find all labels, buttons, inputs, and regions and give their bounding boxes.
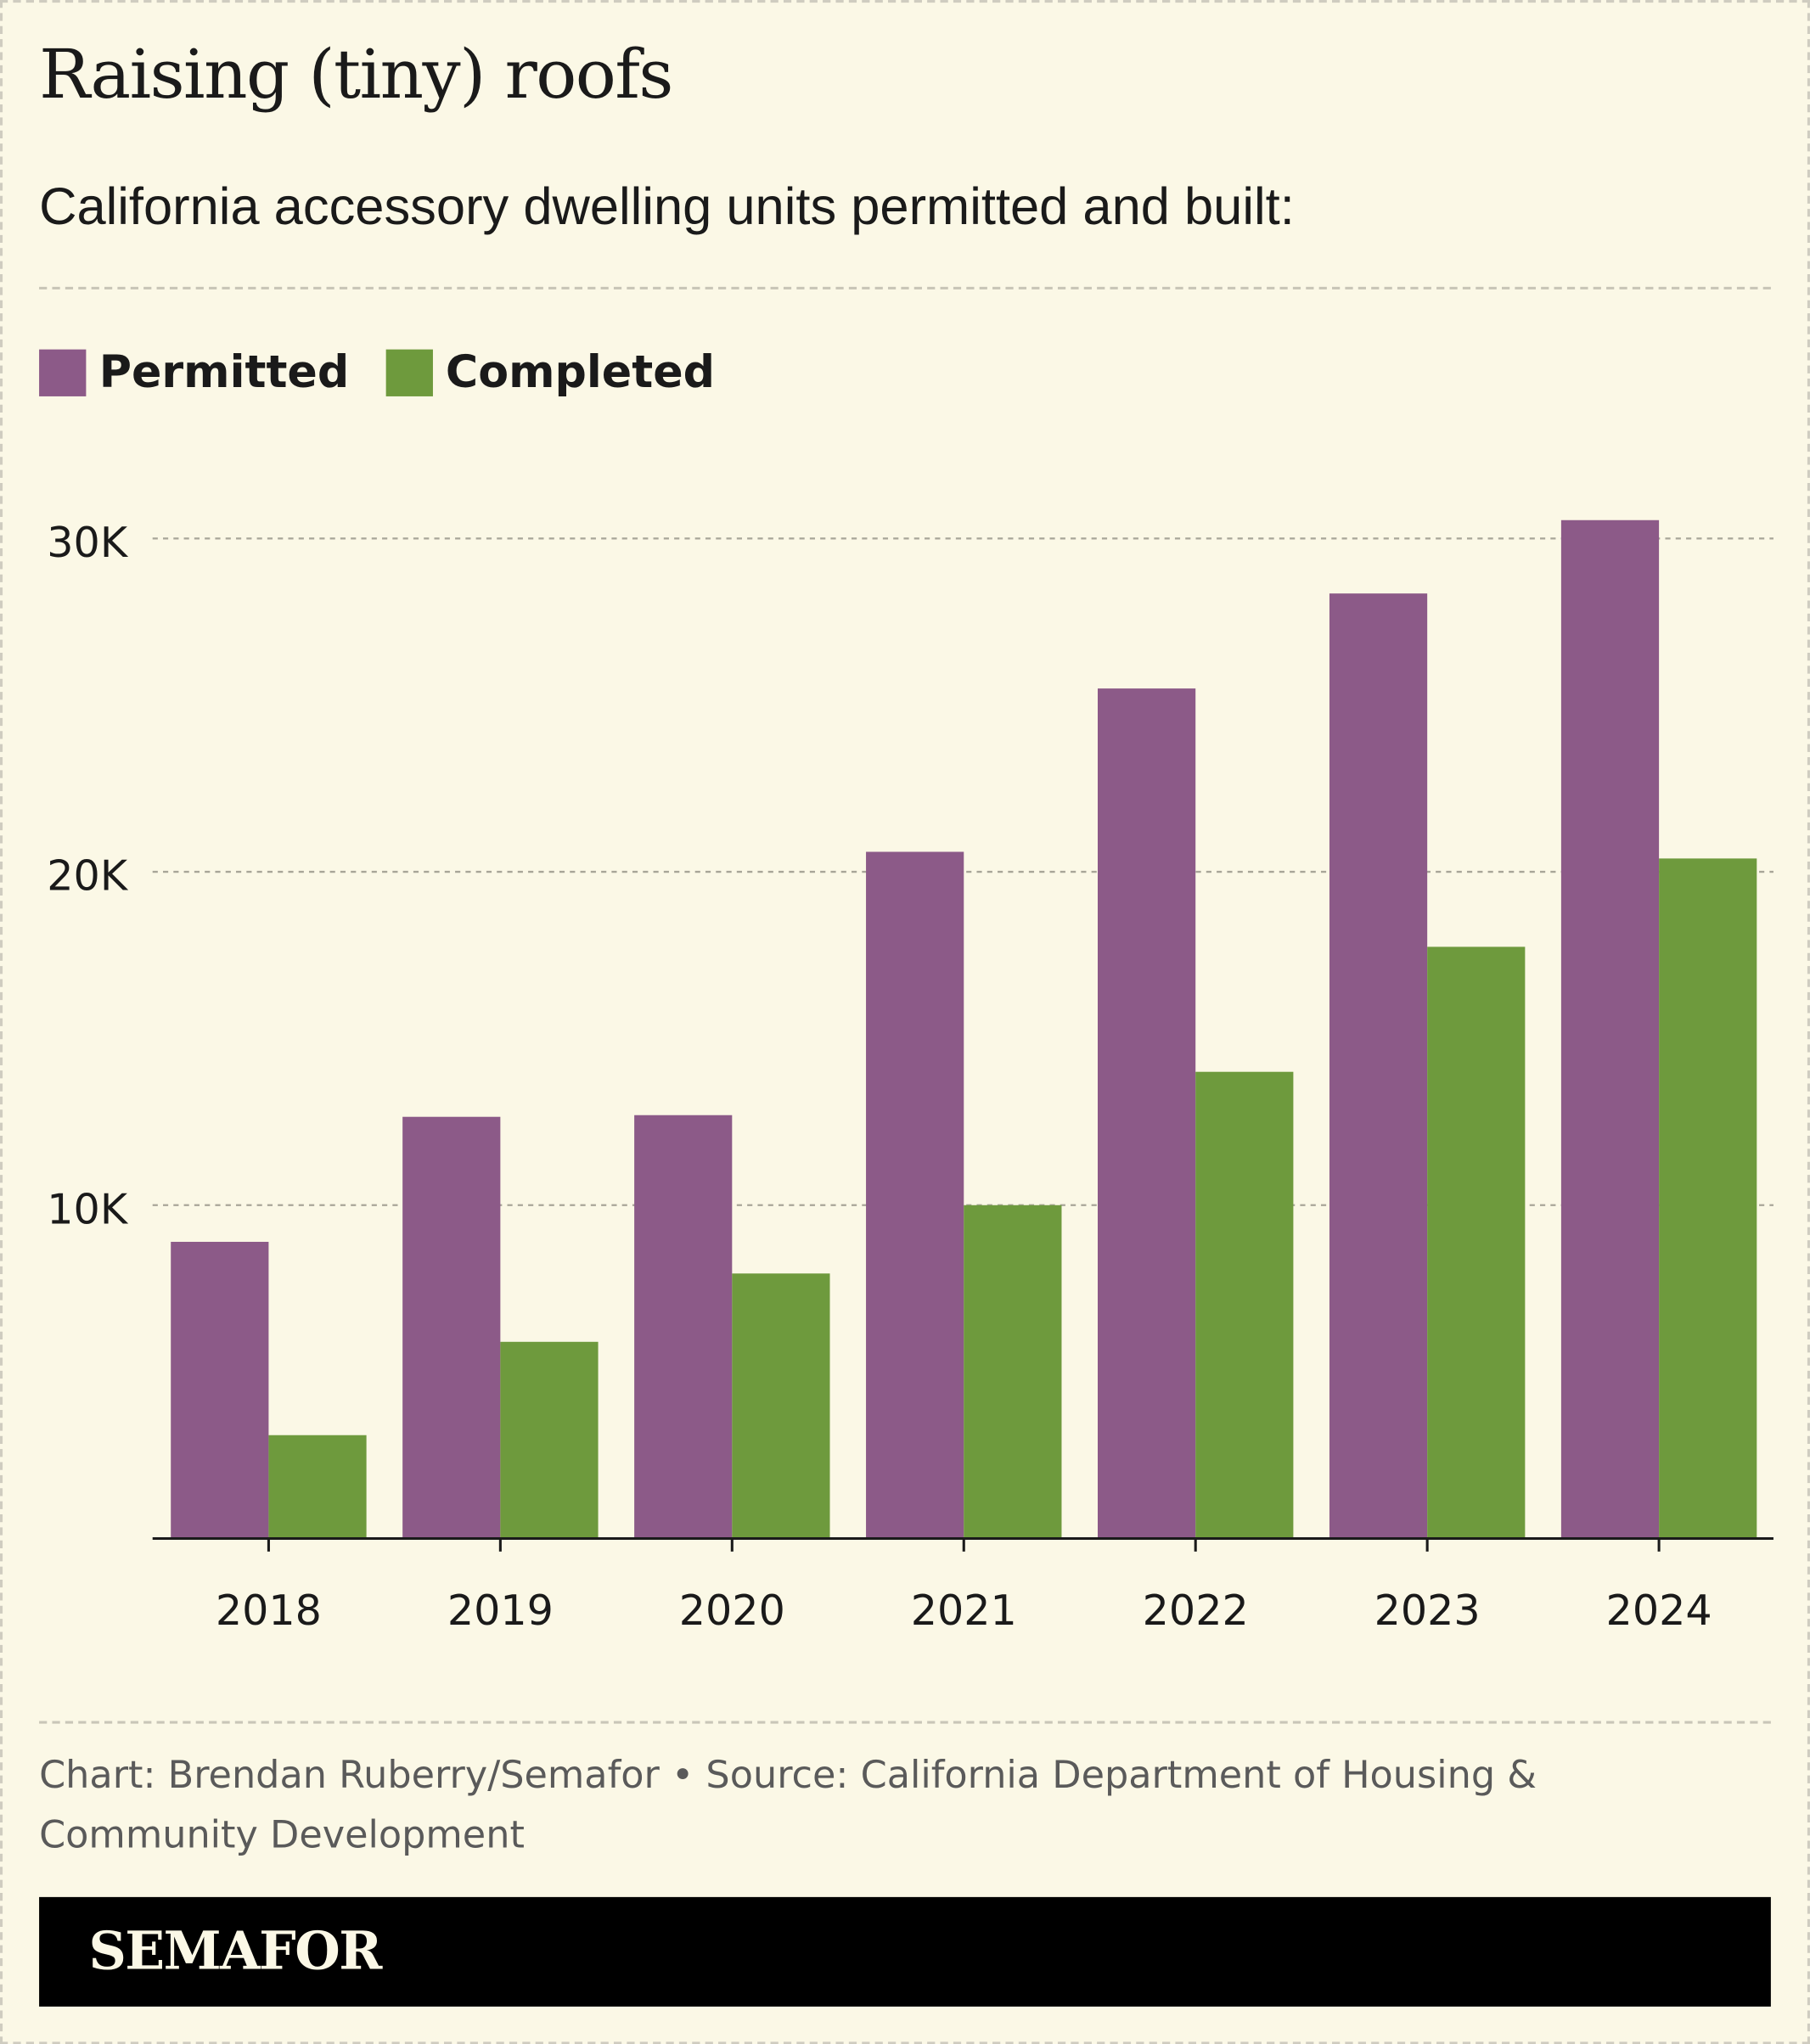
bar-permitted	[402, 1116, 501, 1539]
divider	[39, 286, 1771, 289]
bar-permitted	[1098, 688, 1196, 1539]
bar-completed	[1195, 1071, 1294, 1539]
legend: Permitted Completed	[39, 347, 751, 399]
x-tick-label: 2023	[1374, 1586, 1481, 1635]
legend-label: Completed	[445, 346, 716, 400]
bar-permitted	[1560, 519, 1660, 1539]
bar-completed	[268, 1435, 367, 1539]
bar-permitted	[866, 851, 964, 1539]
x-tick-label: 2022	[1143, 1586, 1249, 1635]
x-tick-label: 2021	[911, 1586, 1017, 1635]
bar-completed	[500, 1341, 599, 1539]
bar-completed	[964, 1204, 1062, 1539]
x-tick-label: 2018	[216, 1586, 322, 1635]
legend-swatch-permitted	[39, 349, 87, 396]
x-tick-label: 2024	[1606, 1586, 1712, 1635]
x-tick-label: 2019	[447, 1586, 554, 1635]
brand-bar: SEMAFOR	[39, 1896, 1771, 2007]
divider	[39, 1721, 1771, 1724]
source-note: Chart: Brendan Ruberry/Semafor • Source:…	[39, 1752, 1537, 1857]
bar-completed	[1427, 946, 1526, 1539]
legend-item-completed: Completed	[385, 347, 715, 399]
bar-completed	[1659, 858, 1757, 1539]
legend-swatch-completed	[385, 349, 433, 396]
bar-permitted	[1329, 593, 1428, 1539]
chart-title: Raising (tiny) roofs	[39, 36, 673, 115]
y-tick-label: 20K	[47, 851, 129, 901]
y-tick-label: 30K	[47, 518, 129, 567]
semafor-logo: SEMAFOR	[88, 1920, 382, 1982]
bar-permitted	[171, 1241, 269, 1539]
legend-item-permitted: Permitted	[39, 347, 349, 399]
chart-subtitle: California accessory dwelling units perm…	[39, 178, 1295, 237]
bar-permitted	[634, 1115, 733, 1539]
bar-completed	[732, 1273, 830, 1539]
y-tick-label: 10K	[47, 1184, 129, 1233]
x-tick-label: 2020	[679, 1586, 785, 1635]
bar-chart: 10K 20K 30K 2018 2019 2020 2021 2022 2023 2024	[47, 518, 1773, 1635]
legend-label: Permitted	[98, 346, 350, 400]
